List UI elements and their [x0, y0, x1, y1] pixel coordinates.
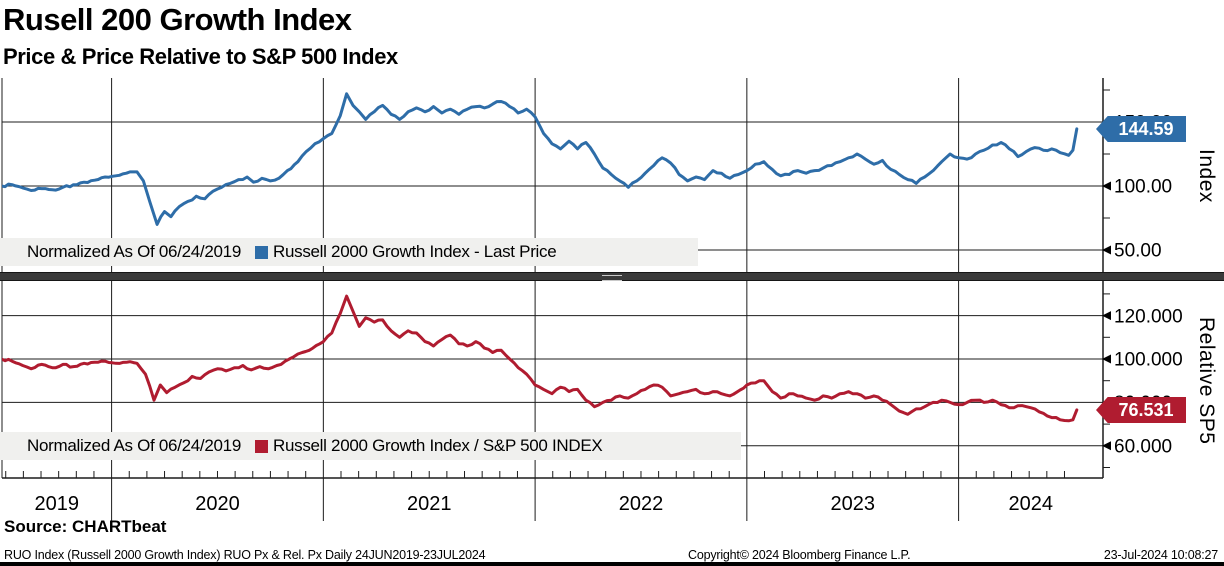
x-tick-label: 2020: [195, 493, 240, 515]
y-tick-label: 60.000: [1114, 436, 1172, 457]
x-tick-label: 2021: [407, 493, 452, 515]
source-label: Source: CHARTbeat: [4, 517, 167, 536]
price-series-line: [2, 92, 1079, 226]
panel-splitter[interactable]: [0, 272, 1224, 281]
y-axis-title-relative: Relative SP5: [1195, 317, 1218, 445]
normalized-note-relative: Normalized As Of 06/24/2019: [27, 436, 241, 455]
chart-subtitle: Price & Price Relative to S&P 500 Index: [3, 44, 398, 69]
relative-series-line: [2, 294, 1079, 423]
y-tick-label: 100.000: [1114, 350, 1183, 371]
y-tick-label: 50.00: [1114, 241, 1162, 262]
last-price-tag-relative[interactable]: 76.531: [1096, 397, 1186, 423]
series-swatch-relative: [254, 439, 268, 453]
axis-tick-arrow-icon: [1102, 311, 1111, 321]
axis-tick-arrow-icon: [1102, 181, 1111, 191]
y-tick-label: 120.000: [1114, 306, 1183, 327]
x-tick-label: 2022: [619, 493, 664, 515]
y-axis-title-index: Index: [1195, 149, 1218, 203]
axis-tick-arrow-icon: [1102, 441, 1111, 451]
footer-datetime: 23-Jul-2024 10:08:27: [1103, 548, 1218, 562]
x-tick-label: 2023: [830, 493, 875, 515]
normalized-note-price: Normalized As Of 06/24/2019: [27, 242, 241, 261]
bottom-edge-bar: [0, 562, 1224, 566]
legend-relative-panel: Normalized As Of 06/24/2019 Russell 2000…: [0, 432, 741, 460]
footer-copyright: Copyright© 2024 Bloomberg Finance L.P.: [688, 548, 911, 562]
y-tick-label: 100.00: [1114, 177, 1172, 198]
series-swatch-price: [254, 245, 268, 259]
legend-price-panel: Normalized As Of 06/24/2019 Russell 2000…: [0, 238, 698, 266]
series-label-relative: Russell 2000 Growth Index / S&P 500 INDE…: [272, 436, 603, 455]
axis-tick-arrow-icon: [1102, 354, 1111, 364]
axis-tick-arrow-icon: [1102, 245, 1111, 255]
footer-description: RUO Index (Russell 2000 Growth Index) RU…: [4, 548, 486, 562]
splitter-grip-icon[interactable]: [602, 275, 622, 281]
series-label-price: Russell 2000 Growth Index - Last Price: [272, 242, 557, 261]
x-tick-label: 2019: [35, 493, 80, 515]
last-price-tag-index[interactable]: 144.59: [1096, 116, 1186, 142]
x-tick-label: 2024: [1009, 493, 1054, 515]
chart-title: Rusell 200 Growth Index: [3, 2, 352, 37]
